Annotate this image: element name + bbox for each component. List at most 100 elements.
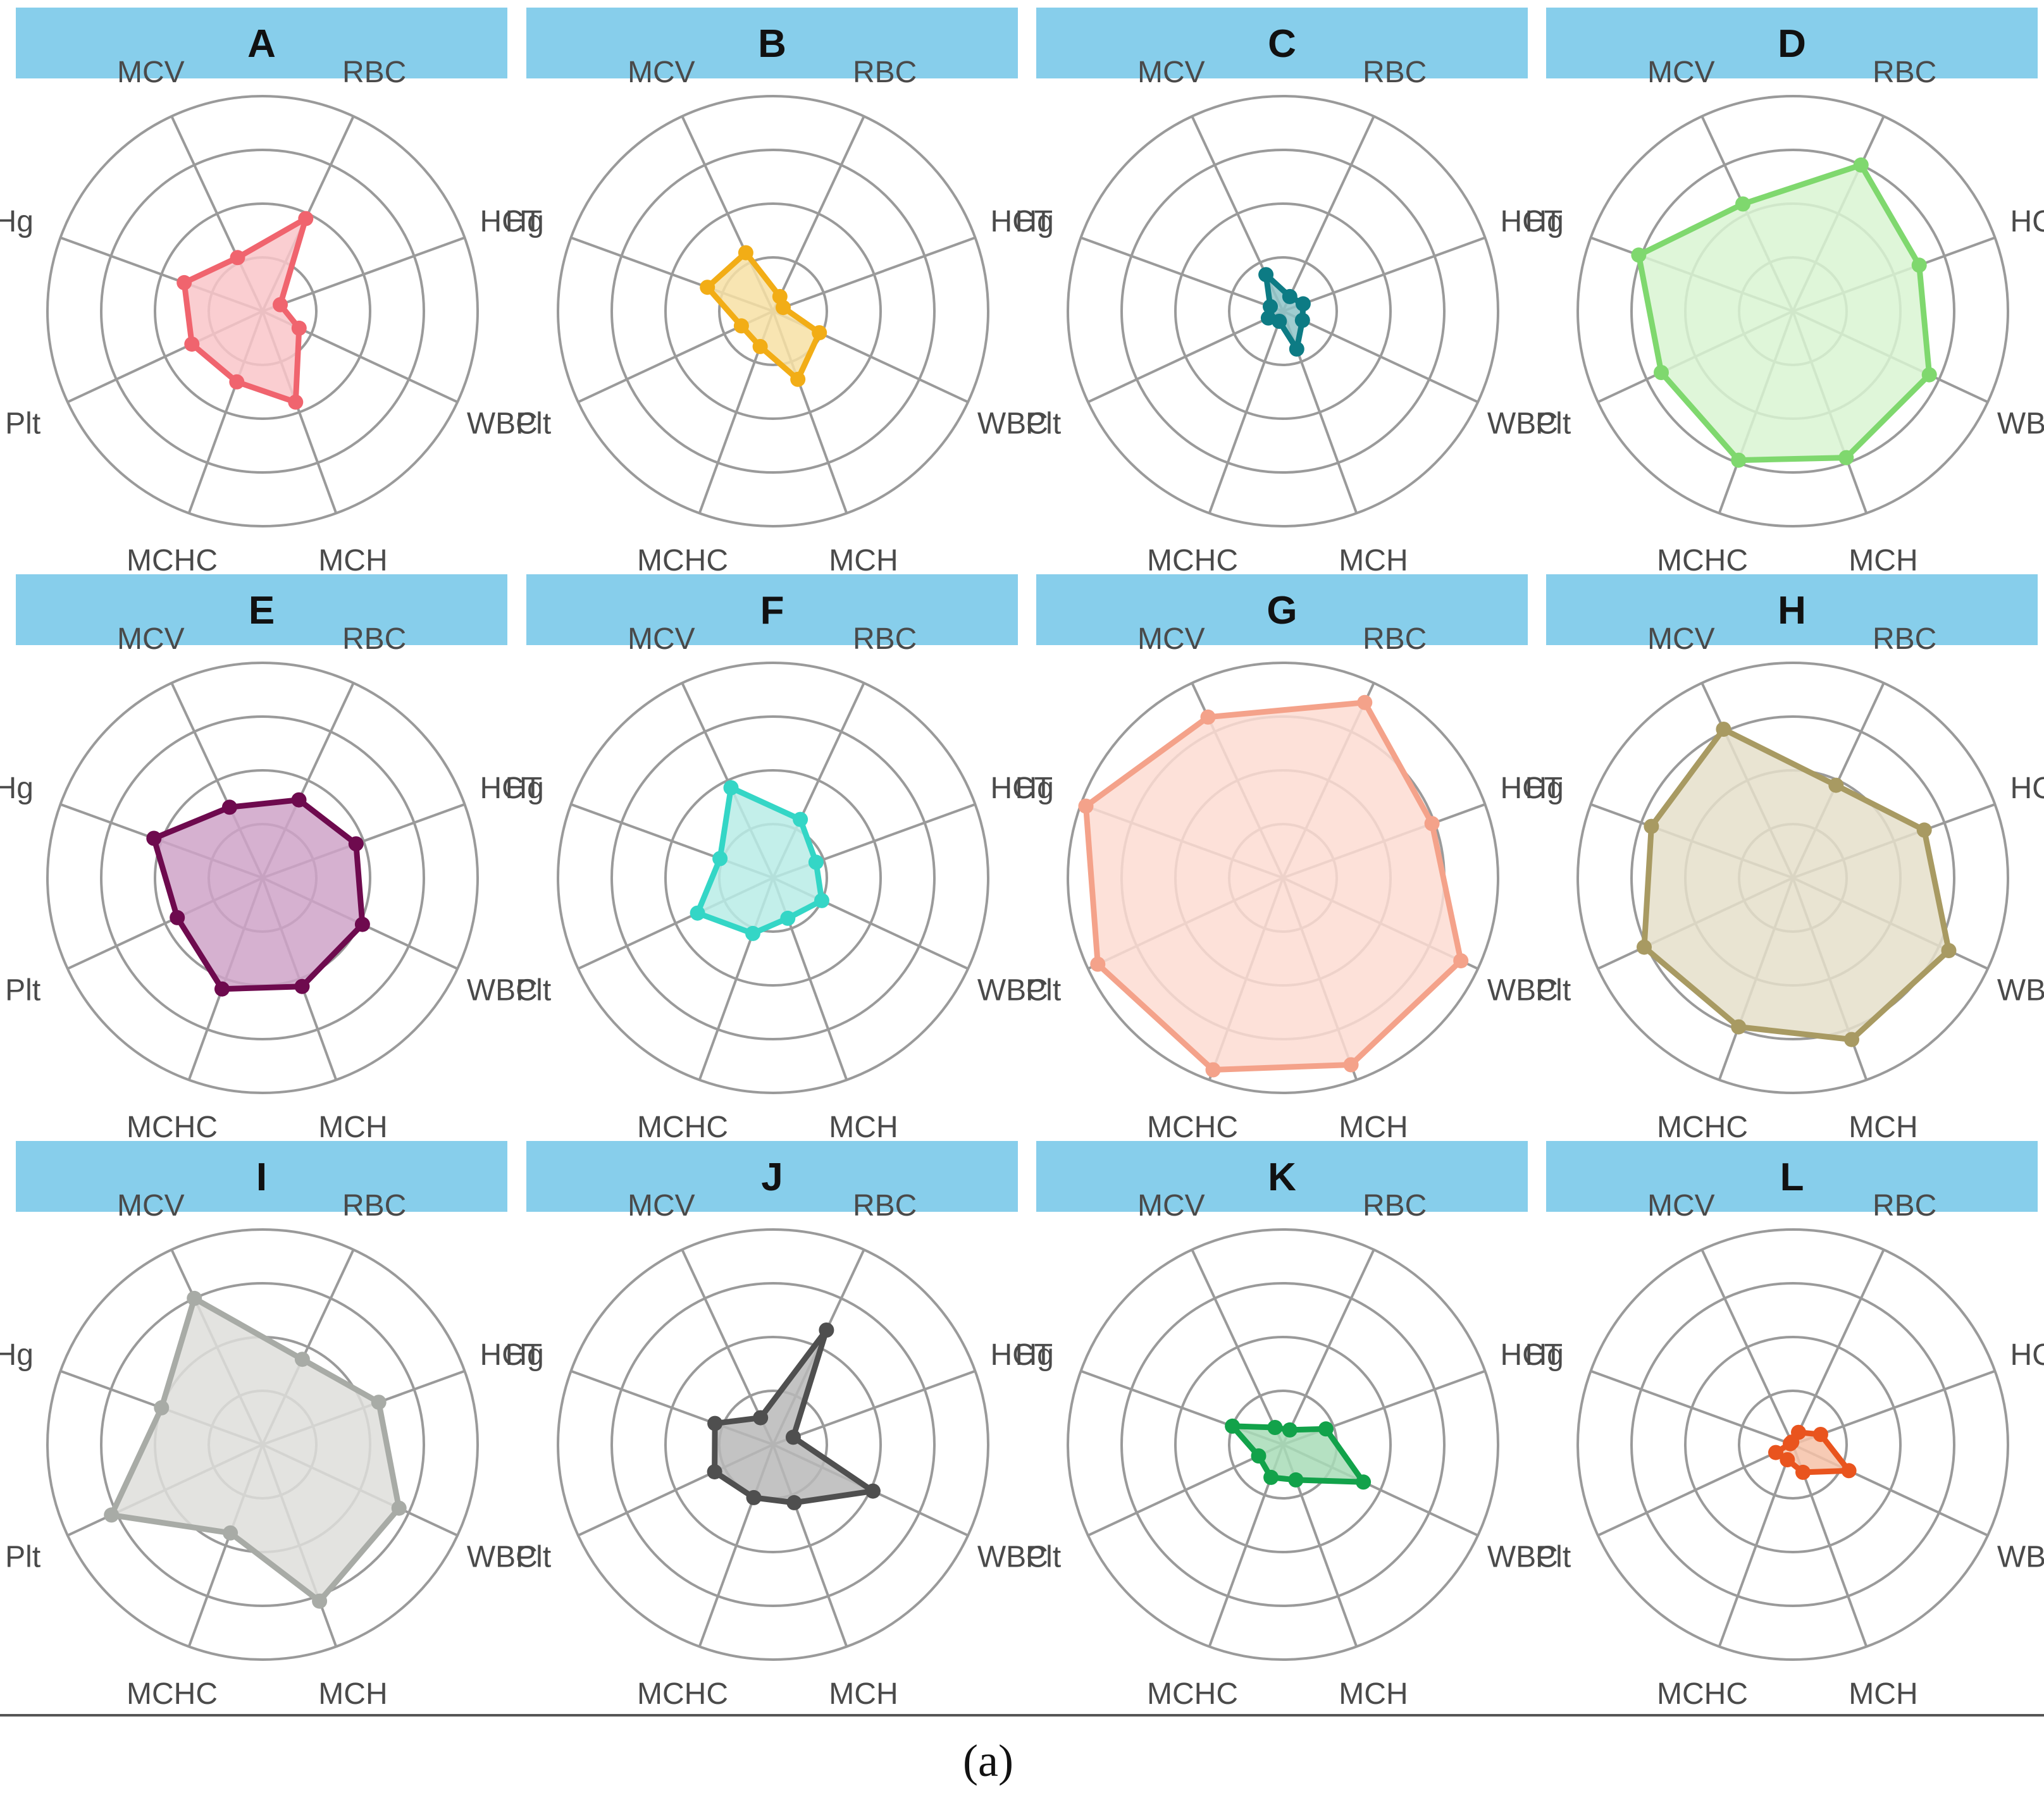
- axis-label-g-mcv: MCV: [1137, 622, 1205, 656]
- axis-label-a-rbc: RBC: [342, 56, 406, 89]
- radar-panel-j: J RBC HCT WBC MCH MCHC Plt Hg MCV: [505, 1141, 1053, 1711]
- data-point-i-mch: [312, 1593, 328, 1609]
- axis-label-b-mch: MCH: [829, 544, 898, 577]
- data-point-b-plt: [733, 318, 749, 334]
- axis-label-f-mchc: MCHC: [637, 1111, 728, 1144]
- series-polygon-h: [1641, 726, 1952, 1043]
- data-point-h-hct: [1916, 822, 1932, 838]
- axis-label-d-mch: MCH: [1849, 544, 1917, 577]
- panel-strip-c: [1036, 8, 1528, 78]
- axis-label-i-hct: HCT: [480, 1338, 542, 1372]
- axis-label-d-hct: HCT: [2010, 205, 2044, 238]
- data-point-f-wbc: [814, 892, 829, 908]
- spoke-l-rbc: [1792, 1249, 1885, 1445]
- panel-title-h: H: [1778, 589, 1806, 632]
- data-point-h-wbc: [1941, 943, 1957, 958]
- data-point-f-rbc: [793, 811, 808, 827]
- data-point-i-hct: [371, 1395, 387, 1410]
- axis-label-h-hct: HCT: [2010, 772, 2044, 805]
- axis-label-l-hg: Hg: [1525, 1338, 1564, 1372]
- grid-ring-i-3: [100, 1282, 425, 1607]
- axis-label-k-mch: MCH: [1339, 1677, 1408, 1711]
- axis-label-k-hct: HCT: [1500, 1338, 1563, 1372]
- panel-strip-h: [1546, 574, 2038, 645]
- spoke-k-rbc: [1282, 1249, 1375, 1445]
- grid-ring-l-1: [1738, 1390, 1848, 1500]
- data-point-i-mcv: [187, 1290, 202, 1306]
- data-point-h-mch: [1844, 1032, 1859, 1047]
- panel-title-j: J: [761, 1156, 783, 1199]
- axis-label-l-mch: MCH: [1849, 1677, 1917, 1711]
- axis-label-e-hct: HCT: [480, 772, 542, 805]
- data-point-i-mchc: [223, 1525, 238, 1541]
- figure-caption: (a): [963, 1735, 1013, 1786]
- data-point-l-mchc: [1780, 1452, 1795, 1467]
- panel-title-k: K: [1268, 1156, 1296, 1199]
- axis-label-g-rbc: RBC: [1363, 622, 1427, 656]
- grid-ring-l-3: [1630, 1282, 1955, 1607]
- data-point-g-mcv: [1200, 709, 1216, 725]
- grid-ring-i-4: [46, 1228, 479, 1661]
- data-point-c-wbc: [1294, 312, 1310, 328]
- data-point-b-hg: [700, 280, 715, 295]
- grid-ring-f-4: [557, 662, 989, 1094]
- axis-label-l-mchc: MCHC: [1657, 1677, 1748, 1711]
- data-point-g-rbc: [1357, 694, 1373, 710]
- axis-label-f-mcv: MCV: [628, 622, 695, 656]
- grid-ring-c-2: [1174, 202, 1392, 420]
- spoke-l-plt: [1597, 1443, 1793, 1537]
- grid-ring-b-4: [557, 95, 989, 527]
- panel-strip-d: [1546, 8, 2038, 78]
- data-point-a-wbc: [291, 320, 307, 336]
- axis-label-f-hg: Hg: [505, 772, 544, 805]
- axis-label-g-hg: Hg: [1015, 772, 1054, 805]
- panel-strip-a: [16, 8, 507, 78]
- panel-strip-j: [526, 1141, 1018, 1212]
- axis-label-h-mch: MCH: [1849, 1111, 1917, 1144]
- panel-strip-f: [526, 574, 1018, 645]
- axis-label-h-plt: Plt: [1535, 974, 1571, 1008]
- panel-strip-i: [16, 1141, 507, 1212]
- grid-ring-f-2: [664, 769, 882, 987]
- data-point-c-hct: [1295, 296, 1311, 312]
- series-polygon-d: [1635, 162, 1933, 464]
- data-point-k-mcv: [1267, 1420, 1283, 1435]
- data-point-k-mchc: [1263, 1469, 1279, 1485]
- axis-label-k-plt: Plt: [1025, 1541, 1061, 1574]
- axis-label-e-mchc: MCHC: [127, 1111, 218, 1144]
- axis-label-l-mcv: MCV: [1647, 1189, 1715, 1223]
- panel-title-b: B: [758, 22, 786, 66]
- series-polygon-g: [1083, 700, 1464, 1073]
- data-point-i-wbc: [391, 1500, 407, 1516]
- grid-ring-k-4: [1067, 1228, 1499, 1661]
- data-point-d-hg: [1631, 247, 1647, 263]
- grid-ring-g-4: [1067, 662, 1499, 1094]
- data-point-e-rbc: [291, 792, 307, 808]
- spoke-a-hct: [262, 236, 466, 312]
- axis-label-k-mcv: MCV: [1137, 1189, 1205, 1223]
- data-point-k-plt: [1251, 1448, 1267, 1464]
- axis-label-c-wbc: WBC: [1487, 407, 1558, 441]
- axis-label-c-hg: Hg: [1015, 205, 1054, 238]
- data-point-j-wbc: [865, 1483, 881, 1499]
- data-point-k-rbc: [1282, 1422, 1298, 1438]
- data-point-a-rbc: [298, 211, 314, 226]
- data-point-f-hg: [712, 851, 728, 866]
- axis-label-g-plt: Plt: [1025, 974, 1061, 1008]
- grid-ring-k-3: [1120, 1282, 1446, 1607]
- data-point-d-mch: [1838, 450, 1854, 465]
- grid-ring-d-4: [1576, 95, 2009, 527]
- data-point-f-mcv: [723, 780, 739, 796]
- axis-label-h-hg: Hg: [1525, 772, 1564, 805]
- axis-label-c-hct: HCT: [1500, 205, 1563, 238]
- axis-label-j-mchc: MCHC: [637, 1677, 728, 1711]
- spoke-c-hg: [1080, 236, 1284, 312]
- data-point-h-mcv: [1716, 722, 1731, 737]
- axis-label-a-mch: MCH: [318, 544, 387, 577]
- grid-ring-a-3: [100, 149, 425, 474]
- axis-label-d-rbc: RBC: [1873, 56, 1936, 89]
- grid-ring-d-3: [1630, 149, 1955, 474]
- data-point-c-mch: [1289, 341, 1304, 357]
- data-point-i-hg: [154, 1400, 170, 1415]
- data-point-d-mchc: [1731, 452, 1747, 468]
